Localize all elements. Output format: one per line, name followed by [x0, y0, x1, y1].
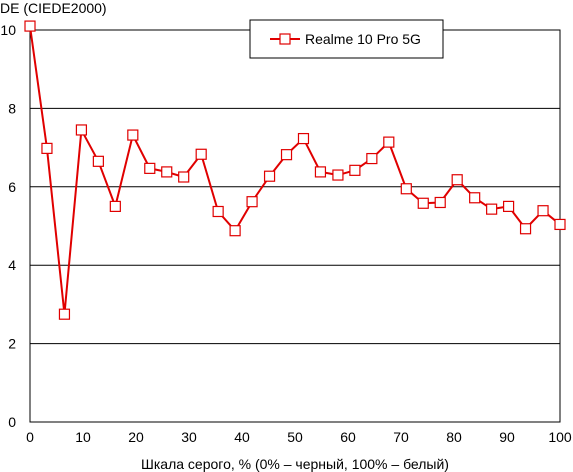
data-point-marker — [280, 149, 293, 161]
data-point-marker — [451, 174, 463, 186]
y-tick-label: 2 — [8, 336, 16, 352]
data-point-marker — [417, 197, 429, 209]
y-tick-label: 8 — [8, 100, 16, 116]
grid-lines — [30, 29, 560, 423]
data-point-marker — [486, 203, 498, 215]
data-point-marker — [92, 155, 104, 167]
data-point-marker — [24, 20, 36, 32]
data-point-marker — [41, 142, 53, 154]
data-point-marker — [434, 196, 446, 209]
data-point-marker — [502, 200, 515, 212]
x-tick-labels: 0 10 20 30 40 50 60 70 80 90 100 — [26, 429, 572, 445]
data-point-marker — [246, 196, 258, 208]
x-axis-title: Шкала серого, % (0% – черный, 100% – бел… — [141, 456, 449, 472]
data-point-marker — [383, 136, 395, 148]
data-point-marker — [229, 225, 241, 237]
y-tick-label: 0 — [8, 414, 16, 430]
x-tick-label: 0 — [26, 429, 34, 445]
series-group — [24, 20, 566, 320]
x-tick-label: 40 — [234, 429, 250, 445]
data-point-marker — [537, 205, 549, 217]
y-axis-title: DE (CIEDE2000) — [0, 0, 107, 16]
data-point-marker — [332, 169, 344, 181]
x-tick-label: 30 — [181, 429, 197, 445]
y-tick-label: 6 — [8, 179, 16, 195]
data-point-marker — [400, 183, 412, 195]
x-tick-label: 70 — [393, 429, 409, 445]
data-point-marker — [366, 152, 378, 165]
legend-marker-sample — [279, 33, 291, 45]
legend: Realme 10 Pro 5G — [249, 19, 444, 59]
x-tick-label: 100 — [548, 429, 572, 445]
x-tick-label: 10 — [75, 429, 91, 445]
x-tick-label: 20 — [128, 429, 144, 445]
x-tick-label: 90 — [499, 429, 515, 445]
x-tick-label: 80 — [446, 429, 462, 445]
y-tick-label: 4 — [8, 257, 16, 273]
data-point-marker — [469, 192, 481, 204]
x-tick-label: 60 — [340, 429, 356, 445]
data-point-marker — [161, 166, 173, 178]
data-point-marker — [58, 308, 71, 320]
data-point-marker — [297, 132, 310, 145]
data-point-marker — [195, 148, 207, 160]
y-tick-label: 10 — [0, 22, 16, 38]
data-point-marker — [109, 200, 121, 212]
data-point-marker — [519, 223, 532, 235]
data-point-marker — [263, 170, 276, 182]
data-point-marker — [554, 218, 566, 231]
plot-frame — [29, 29, 561, 423]
data-point-marker — [144, 162, 156, 174]
y-tick-labels: 0 2 4 6 8 10 — [0, 22, 16, 430]
data-point-marker — [349, 164, 361, 176]
series-line — [29, 25, 561, 316]
data-point-marker — [127, 129, 139, 141]
data-point-marker — [178, 171, 190, 183]
x-tick-label: 50 — [287, 429, 303, 445]
legend-label: Realme 10 Pro 5G — [305, 31, 421, 47]
data-point-marker — [75, 124, 88, 136]
data-point-marker — [212, 205, 224, 218]
data-point-marker — [314, 166, 327, 178]
